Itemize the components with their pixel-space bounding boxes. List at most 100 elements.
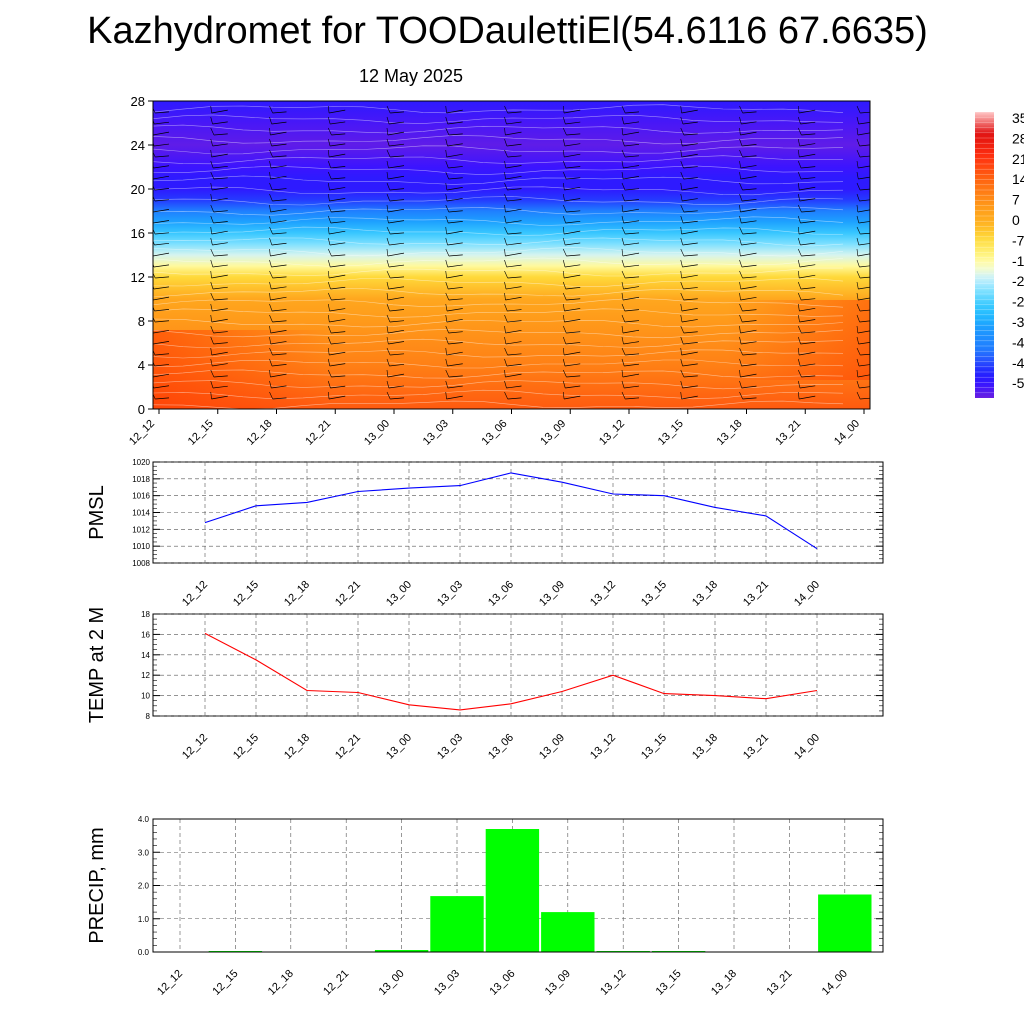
wind-barb-shaft — [211, 153, 228, 158]
wind-barb-shaft — [446, 318, 463, 323]
wind-barb-shaft — [212, 187, 228, 191]
wind-barb-shaft — [447, 385, 463, 389]
wind-barb-shaft — [858, 364, 870, 367]
wind-barb-shaft — [329, 363, 346, 367]
wind-barb-shaft — [683, 220, 698, 224]
wind-barb-shaft — [272, 353, 287, 356]
wind-barb-flag — [856, 160, 859, 169]
cross-section-x-axis: 12_12 12_15 12_18 12_21 13_00 13_03 13_06 13_09… — [127, 409, 865, 448]
wind-barb-flag — [856, 226, 861, 235]
wind-barb-shaft — [801, 166, 816, 169]
x-tick-label: 13_03 — [435, 732, 465, 762]
x-tick-label: 12_12 — [127, 418, 157, 448]
x-tick-label: 13_21 — [764, 968, 794, 998]
wind-barb-flag — [621, 347, 626, 356]
wind-barb-shaft — [270, 373, 287, 378]
wind-barb-flag — [739, 160, 742, 169]
wind-barb-shaft — [622, 296, 640, 301]
wind-barb-shaft — [270, 341, 287, 345]
wind-barb-shaft — [388, 329, 405, 334]
colorbar-label: -1 — [1012, 253, 1024, 269]
wind-barb-flag — [327, 281, 331, 290]
wind-barb-shaft — [566, 375, 581, 378]
wind-barb-shaft — [330, 286, 346, 290]
wind-barb-shaft — [390, 353, 405, 356]
wind-barb-flag — [739, 391, 743, 400]
wind-barb-shaft — [858, 176, 870, 180]
x-tick-label: 12_15 — [231, 732, 261, 762]
wind-barb-flag — [856, 358, 860, 367]
wind-barb-flag — [621, 149, 626, 158]
wind-barb-shaft — [446, 351, 463, 356]
wind-barb-shaft — [799, 153, 816, 158]
isotherm-line — [153, 206, 844, 216]
wind-barb-shaft — [153, 165, 170, 169]
wind-barb-flag — [210, 358, 213, 367]
wind-barb-flag — [680, 193, 683, 202]
wind-barb-flag — [504, 391, 508, 400]
x-tick-label: 12_15 — [186, 418, 216, 448]
wind-barb-flag — [445, 391, 447, 400]
wind-barb-flag — [621, 116, 625, 125]
wind-barb-flag — [680, 314, 683, 323]
isotherm-line — [153, 114, 844, 124]
wind-barb-flag — [386, 193, 391, 202]
wind-barb-shaft — [741, 264, 757, 268]
wind-barb-shaft — [799, 351, 816, 356]
x-tick-label: 12_21 — [321, 968, 351, 998]
wind-barb-flag — [680, 204, 685, 213]
wind-barb-flag — [386, 336, 389, 345]
wind-barb-shaft — [681, 351, 698, 356]
wind-barb-flag — [386, 380, 390, 389]
wind-barb-shaft — [213, 177, 228, 180]
wind-barb-shaft — [154, 364, 170, 367]
wind-barb-flag — [797, 391, 800, 400]
wind-barb-shaft — [331, 133, 346, 136]
wind-barb-shaft — [681, 274, 698, 279]
wind-barb-flag — [153, 316, 156, 323]
wind-barb-flag — [327, 193, 330, 202]
y-tick-label: 0 — [138, 402, 145, 417]
isotherm-line — [153, 175, 844, 185]
x-tick-label: 14_00 — [792, 732, 822, 762]
wind-barb-flag — [739, 314, 743, 323]
wind-barb-flag — [269, 270, 273, 279]
wind-barb-shaft — [742, 320, 757, 323]
wind-barb-shaft — [330, 342, 346, 345]
wind-barb-shaft — [682, 143, 698, 147]
chart-title: Kazhydromet for TOODaulettiEl(54.6116 67… — [87, 10, 928, 52]
wind-barb-shaft — [154, 353, 170, 356]
wind-barb-shaft — [271, 385, 287, 389]
wind-barb-flag — [445, 281, 449, 290]
wind-barb-flag — [739, 105, 743, 114]
wind-barb-shaft — [211, 109, 228, 114]
wind-barb-shaft — [682, 264, 698, 268]
wind-barb-flag — [504, 193, 508, 202]
wind-barb-shaft — [740, 286, 757, 290]
wind-barb-shaft — [565, 121, 581, 125]
wind-barb-flag — [269, 182, 273, 191]
wind-barb-shaft — [623, 176, 640, 180]
wind-barb-flag — [210, 204, 214, 213]
wind-barb-shaft — [390, 397, 405, 400]
wind-barb-flag — [562, 281, 567, 290]
wind-barb-shaft — [448, 331, 463, 334]
wind-barb-flag — [504, 215, 507, 224]
wind-barb-flag — [621, 127, 624, 136]
wind-barb-flag — [445, 336, 449, 345]
isotherm-line — [153, 104, 844, 114]
wind-barb-flag — [269, 314, 273, 323]
y-tick-label: 1014 — [132, 509, 150, 518]
wind-barb-shaft — [622, 131, 640, 136]
y-tick-label: 20 — [131, 182, 145, 197]
wind-barb-shaft — [740, 296, 757, 301]
isotherm-line — [153, 308, 844, 318]
isotherm-line — [153, 257, 844, 267]
wind-barb-shaft — [389, 143, 405, 147]
wind-barb-shaft — [622, 329, 640, 334]
wind-barb-shaft — [565, 385, 581, 389]
wind-barb-flag — [739, 336, 742, 345]
wind-barb-flag — [562, 116, 566, 125]
wind-barb-shaft — [211, 318, 228, 323]
wind-barb-shaft — [329, 242, 346, 246]
